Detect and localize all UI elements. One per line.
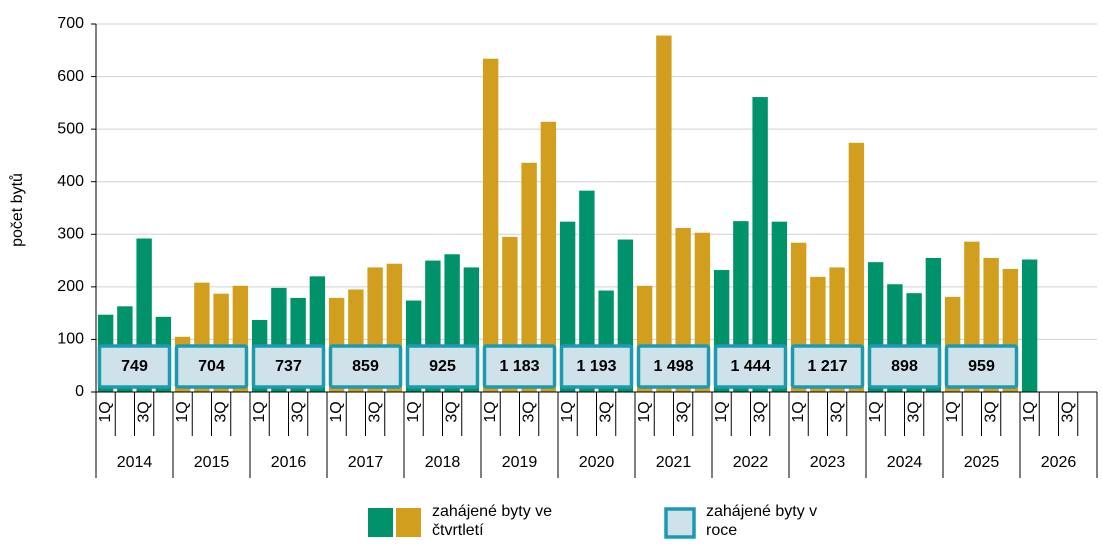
x-tick-label: 3Q <box>674 401 691 422</box>
x-tick-label: 3Q <box>289 401 306 422</box>
year-label: 2026 <box>1041 454 1077 471</box>
annual-box <box>559 344 634 389</box>
y-tick-label: 0 <box>75 383 84 400</box>
annual-box <box>251 344 326 389</box>
year-label: 2017 <box>348 454 384 471</box>
legend-label: zahájené byty ve čtvrtletí <box>432 503 553 539</box>
annual-label: 925 <box>429 358 456 375</box>
x-tick-label: 1Q <box>559 401 576 422</box>
annual-label: 959 <box>968 358 995 375</box>
x-tick-label: 3Q <box>212 401 229 422</box>
annual-box <box>944 344 1019 389</box>
x-tick-label: 1Q <box>867 401 884 422</box>
legend-swatch <box>396 508 421 537</box>
annual-label: 1 217 <box>807 358 847 375</box>
x-tick-label: 1Q <box>328 401 345 422</box>
x-tick-label: 3Q <box>597 401 614 422</box>
x-tick-label: 1Q <box>482 401 499 422</box>
annual-label: 898 <box>891 358 918 375</box>
bar <box>656 35 672 393</box>
annual-label: 1 193 <box>576 358 616 375</box>
annual-label: 1 444 <box>730 358 770 375</box>
annual-box <box>867 344 942 389</box>
annual-box <box>328 344 403 389</box>
bar <box>752 97 768 393</box>
year-label: 2018 <box>425 454 461 471</box>
year-label: 2023 <box>810 454 846 471</box>
y-tick-label: 500 <box>57 120 84 137</box>
x-tick-label: 1Q <box>713 401 730 422</box>
annual-box <box>713 344 788 389</box>
x-tick-label: 1Q <box>1021 401 1038 422</box>
legend-label: zahájené byty v roce <box>706 503 818 539</box>
annual-label: 859 <box>352 358 379 375</box>
bar <box>521 162 537 392</box>
y-tick-label: 400 <box>57 173 84 190</box>
y-tick-label: 700 <box>57 15 84 32</box>
x-tick-label: 1Q <box>405 401 422 422</box>
x-tick-label: 1Q <box>790 401 807 422</box>
legend-swatch <box>664 507 696 539</box>
bar <box>482 58 499 392</box>
year-label: 2021 <box>656 454 692 471</box>
x-tick-label: 3Q <box>905 401 922 422</box>
annual-box <box>174 344 249 389</box>
legend-swatch <box>368 508 393 537</box>
y-tick-label: 600 <box>57 68 84 85</box>
bar <box>579 190 595 392</box>
year-label: 2016 <box>271 454 307 471</box>
annual-label: 737 <box>275 358 302 375</box>
year-label: 2024 <box>887 454 923 471</box>
year-label: 2015 <box>194 454 230 471</box>
year-label: 2019 <box>502 454 538 471</box>
annual-label: 1 498 <box>653 358 693 375</box>
x-tick-label: 3Q <box>828 401 845 422</box>
x-tick-label: 1Q <box>174 401 191 422</box>
x-tick-label: 1Q <box>636 401 653 422</box>
y-tick-label: 200 <box>57 278 84 295</box>
annual-box <box>482 344 557 389</box>
y-axis-label: počet bytů <box>8 173 26 247</box>
annual-box <box>405 344 480 389</box>
year-label: 2025 <box>964 454 1000 471</box>
bar <box>848 142 865 392</box>
x-tick-label: 1Q <box>944 401 961 422</box>
x-tick-label: 3Q <box>135 401 152 422</box>
year-label: 2014 <box>117 454 153 471</box>
annual-label: 1 183 <box>499 358 539 375</box>
y-tick-label: 100 <box>57 331 84 348</box>
year-label: 2020 <box>579 454 615 471</box>
annual-box <box>636 344 711 389</box>
annual-box <box>790 344 865 389</box>
bar <box>1021 259 1038 392</box>
x-tick-label: 3Q <box>443 401 460 422</box>
y-tick-label: 300 <box>57 226 84 243</box>
annual-label: 704 <box>198 358 225 375</box>
bar <box>540 121 557 392</box>
x-tick-label: 3Q <box>1059 401 1076 422</box>
x-tick-label: 1Q <box>97 401 114 422</box>
x-tick-label: 3Q <box>982 401 999 422</box>
annual-label: 749 <box>121 358 148 375</box>
annual-box <box>97 344 172 389</box>
x-tick-label: 3Q <box>366 401 383 422</box>
x-tick-label: 3Q <box>751 401 768 422</box>
x-tick-label: 3Q <box>520 401 537 422</box>
year-label: 2022 <box>733 454 769 471</box>
x-tick-label: 1Q <box>251 401 268 422</box>
